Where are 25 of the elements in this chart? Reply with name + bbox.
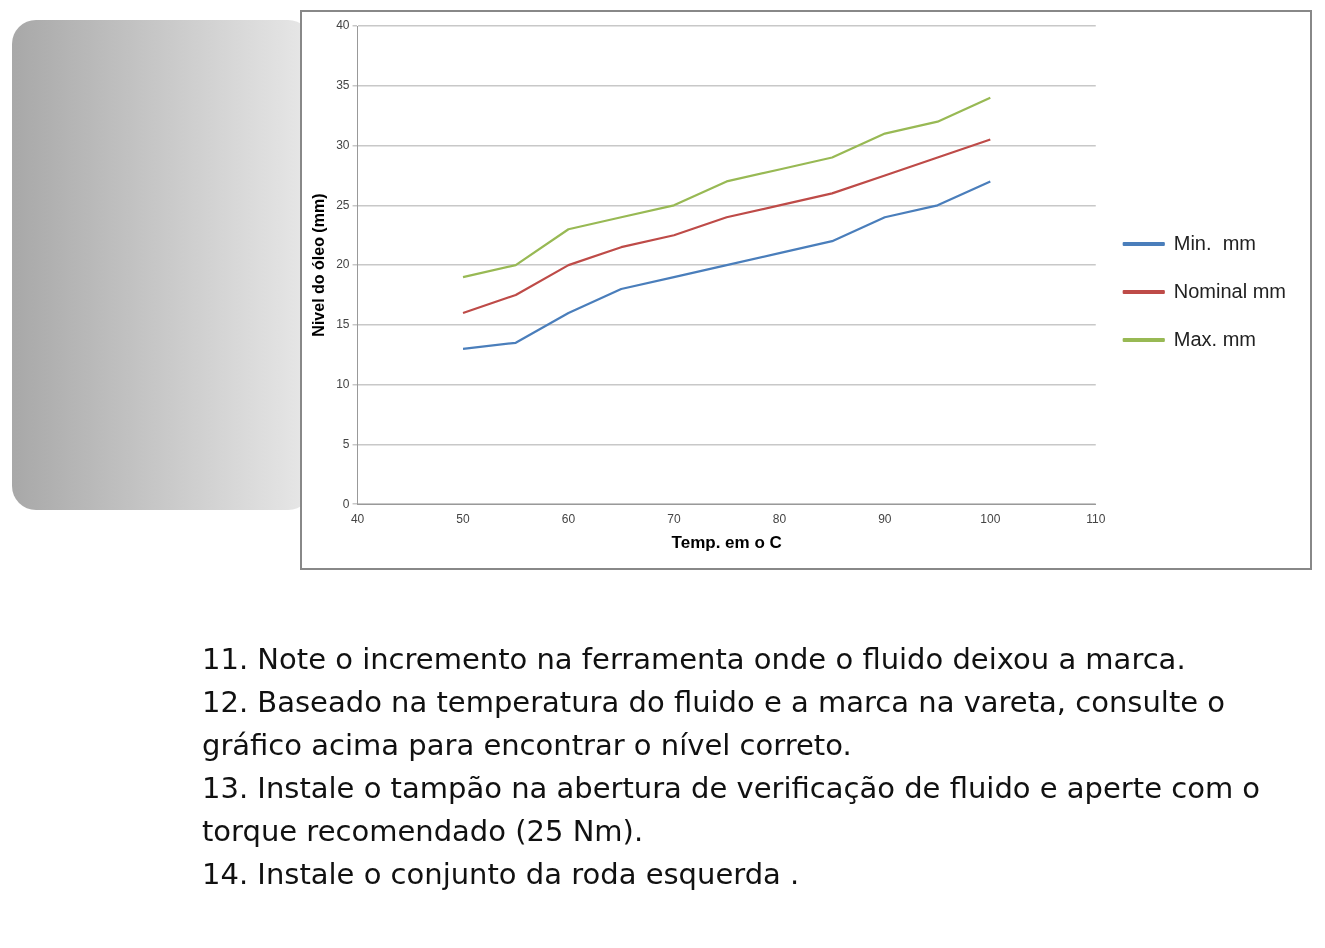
y-tick-label: 5 — [342, 436, 350, 451]
x-tick-label: 50 — [456, 511, 470, 526]
y-tick-label: 35 — [336, 78, 350, 93]
y-tick-label: 10 — [336, 376, 350, 391]
text: 13. Instale o tampão na abertura de verificação de fluido e aperte com o torque recomendado (25 Nm). — [202, 770, 1262, 850]
x-tick-label: 110 — [1086, 511, 1106, 526]
y-tick-label: 30 — [336, 137, 350, 152]
text: 11. Note o incremento na ferramenta onde o fluido deixou a marca. — [202, 641, 1187, 678]
legend-label: Min. mm — [1173, 231, 1256, 254]
text: 14. Instale o conjunto da roda esquerda . — [202, 856, 801, 893]
y-axis-title: Nivel do óleo (mm) — [310, 193, 328, 337]
x-axis-title: Temp. em o C — [671, 533, 782, 553]
y-tick-label: 0 — [342, 496, 350, 511]
x-tick-label: 90 — [878, 511, 892, 526]
x-tick-label: 70 — [667, 511, 681, 526]
x-tick-label: 60 — [561, 511, 576, 526]
y-tick-label: 15 — [336, 317, 350, 332]
legend-label: Max. mm — [1173, 327, 1256, 350]
x-tick-label: 100 — [980, 511, 1001, 526]
y-tick-label: 20 — [336, 257, 350, 272]
y-tick-label: 40 — [336, 18, 350, 33]
y-tick-label: 25 — [336, 197, 350, 212]
x-tick-label: 80 — [772, 511, 787, 526]
legend-label: Nominal mm — [1173, 279, 1287, 302]
text: 12. Baseado na temperatura do fluido e a marca na vareta, consulte o gráfico acima para encontrar o nível correto. — [202, 684, 1227, 764]
